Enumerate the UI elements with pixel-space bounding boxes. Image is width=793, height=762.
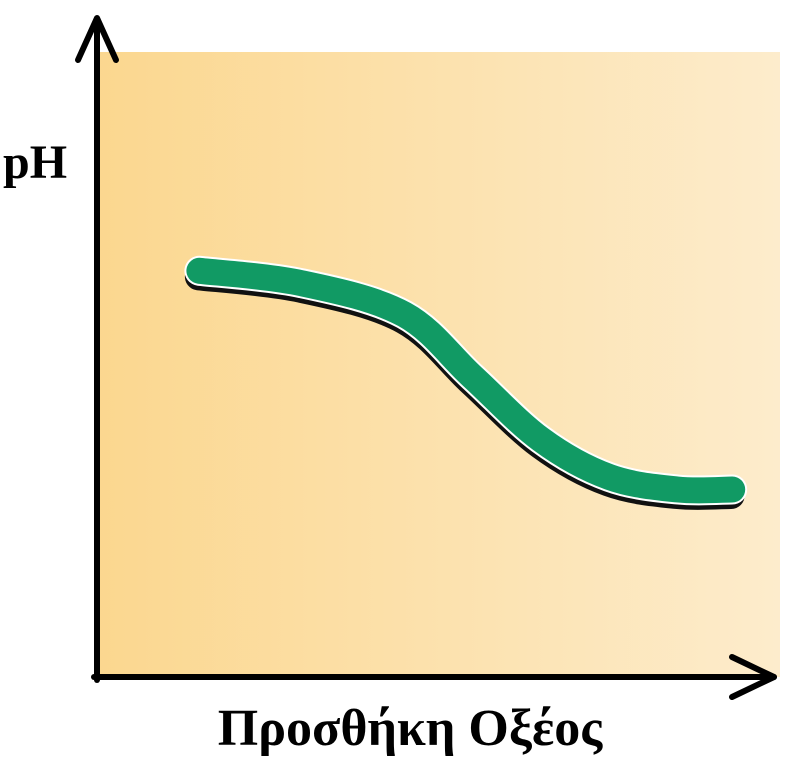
y-axis-label: pH (3, 136, 67, 189)
y-axis (75, 15, 119, 683)
series-layer (184, 255, 748, 510)
x-axis-label: Προσθήκη Οξέος (218, 700, 603, 757)
y-axis-arrowhead (75, 15, 119, 63)
x-axis (91, 654, 777, 700)
x-axis-arrowhead (729, 654, 777, 700)
series-line (186, 257, 746, 504)
